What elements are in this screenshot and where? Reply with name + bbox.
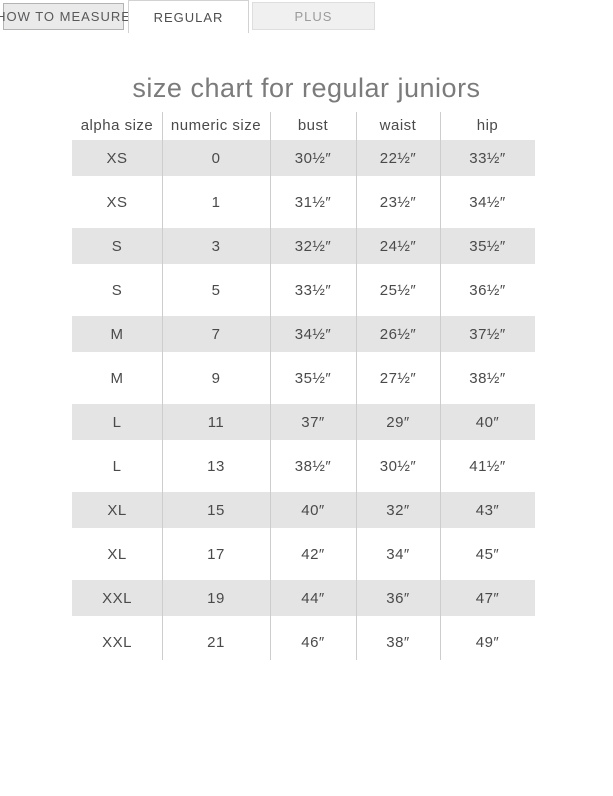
table-cell: 42″: [301, 545, 325, 563]
table-cell: L: [112, 457, 122, 475]
table-cell: 36½″: [469, 281, 506, 299]
table-cell: 34½″: [294, 325, 332, 343]
table-cell: 40″: [475, 413, 500, 431]
table-cell: 9: [211, 369, 221, 387]
table-cell: 38½″: [294, 457, 332, 475]
table-cell: 41½″: [469, 457, 506, 475]
tab-how-to-measure[interactable]: HOW TO MEASURE: [0, 3, 130, 30]
table-cell: 13: [207, 457, 225, 475]
table-cell: 1: [211, 193, 221, 211]
table-row: XXL 21 46″ 38″ 49″: [72, 624, 535, 660]
size-chart-tabbar: HOW TO MEASURE REGULAR PLUS: [0, 0, 613, 33]
table-cell: 32½″: [294, 237, 332, 255]
table-cell: 34″: [386, 545, 410, 563]
table-cell: 49″: [475, 633, 500, 651]
column-header: alpha size: [80, 116, 154, 134]
table-row: L 11 37″ 29″ 40″: [72, 404, 535, 440]
table-row: XL 15 40″ 32″ 43″: [72, 492, 535, 528]
table-cell: S: [111, 281, 123, 299]
table-cell: 32″: [386, 501, 410, 519]
table-cell: XXL: [102, 589, 132, 607]
table-row: S 3 32½″ 24½″ 35½″: [72, 228, 535, 264]
table-cell: 3: [211, 237, 221, 255]
table-row: XS 0 30½″ 22½″ 33½″: [72, 140, 535, 176]
column-divider: [356, 112, 357, 660]
table-cell: 19: [207, 589, 225, 607]
table-cell: XXL: [102, 633, 132, 651]
page-title: size chart for regular juniors: [132, 73, 481, 103]
table-cell: 46″: [301, 633, 325, 651]
table-cell: 47″: [475, 589, 500, 607]
table-cell: 43″: [475, 501, 500, 519]
table-cell: 23½″: [379, 193, 417, 211]
table-cell: 25½″: [379, 281, 417, 299]
table-cell: 11: [207, 413, 225, 431]
table-row: L 13 38½″ 30½″ 41½″: [72, 448, 535, 484]
table-header-row: alpha size numeric size bust waist hip: [72, 112, 535, 138]
table-cell: 24½″: [379, 237, 417, 255]
column-header: bust: [297, 116, 329, 134]
column-divider: [162, 112, 163, 660]
table-cell: 5: [211, 281, 221, 299]
column-header: waist: [379, 116, 417, 134]
table-cell: 44″: [301, 589, 325, 607]
table-cell: S: [111, 237, 123, 255]
table-cell: 0: [211, 149, 221, 167]
table-cell: 15: [207, 501, 225, 519]
column-header: numeric size: [170, 116, 262, 134]
table-row: M 7 34½″ 26½″ 37½″: [72, 316, 535, 352]
table-cell: 35½″: [294, 369, 332, 387]
table-cell: 30½″: [294, 149, 332, 167]
size-chart-table: alpha size numeric size bust waist hip XS 0 30…: [72, 112, 535, 660]
table-cell: 17: [207, 545, 225, 563]
table-cell: 37″: [301, 413, 325, 431]
table-cell: 21: [207, 633, 225, 651]
table-cell: 45″: [475, 545, 500, 563]
table-cell: 26½″: [379, 325, 417, 343]
table-cell: 34½″: [469, 193, 506, 211]
column-header: hip: [476, 116, 499, 134]
table-cell: 37½″: [469, 325, 506, 343]
table-cell: 33½″: [294, 281, 332, 299]
table-cell: 38½″: [469, 369, 506, 387]
table-cell: XL: [107, 501, 127, 519]
table-cell: 27½″: [379, 369, 417, 387]
tab-regular[interactable]: REGULAR: [128, 0, 249, 33]
column-divider: [440, 112, 441, 660]
table-cell: 30½″: [379, 457, 417, 475]
table-row: XL 17 42″ 34″ 45″: [72, 536, 535, 572]
table-cell: 29″: [386, 413, 410, 431]
table-cell: 35½″: [469, 237, 506, 255]
table-cell: 7: [211, 325, 221, 343]
table-cell: L: [112, 413, 122, 431]
table-row: XXL 19 44″ 36″ 47″: [72, 580, 535, 616]
column-divider: [270, 112, 271, 660]
table-cell: 22½″: [379, 149, 417, 167]
table-cell: 33½″: [469, 149, 506, 167]
table-row: M 9 35½″ 27½″ 38½″: [72, 360, 535, 396]
table-cell: M: [110, 325, 124, 343]
table-cell: 31½″: [294, 193, 332, 211]
table-cell: 40″: [301, 501, 325, 519]
tab-plus[interactable]: PLUS: [252, 2, 375, 30]
table-cell: 36″: [386, 589, 410, 607]
table-cell: 38″: [386, 633, 410, 651]
table-cell: XS: [106, 193, 128, 211]
table-cell: XL: [107, 545, 127, 563]
table-cell: XS: [106, 149, 128, 167]
table-row: XS 1 31½″ 23½″ 34½″: [72, 184, 535, 220]
table-row: S 5 33½″ 25½″ 36½″: [72, 272, 535, 308]
table-body: XS 0 30½″ 22½″ 33½″ XS 1 31½″ 23½″ 34½″ S 3 32½″ 24½″…: [72, 140, 535, 660]
table-cell: M: [110, 369, 124, 387]
